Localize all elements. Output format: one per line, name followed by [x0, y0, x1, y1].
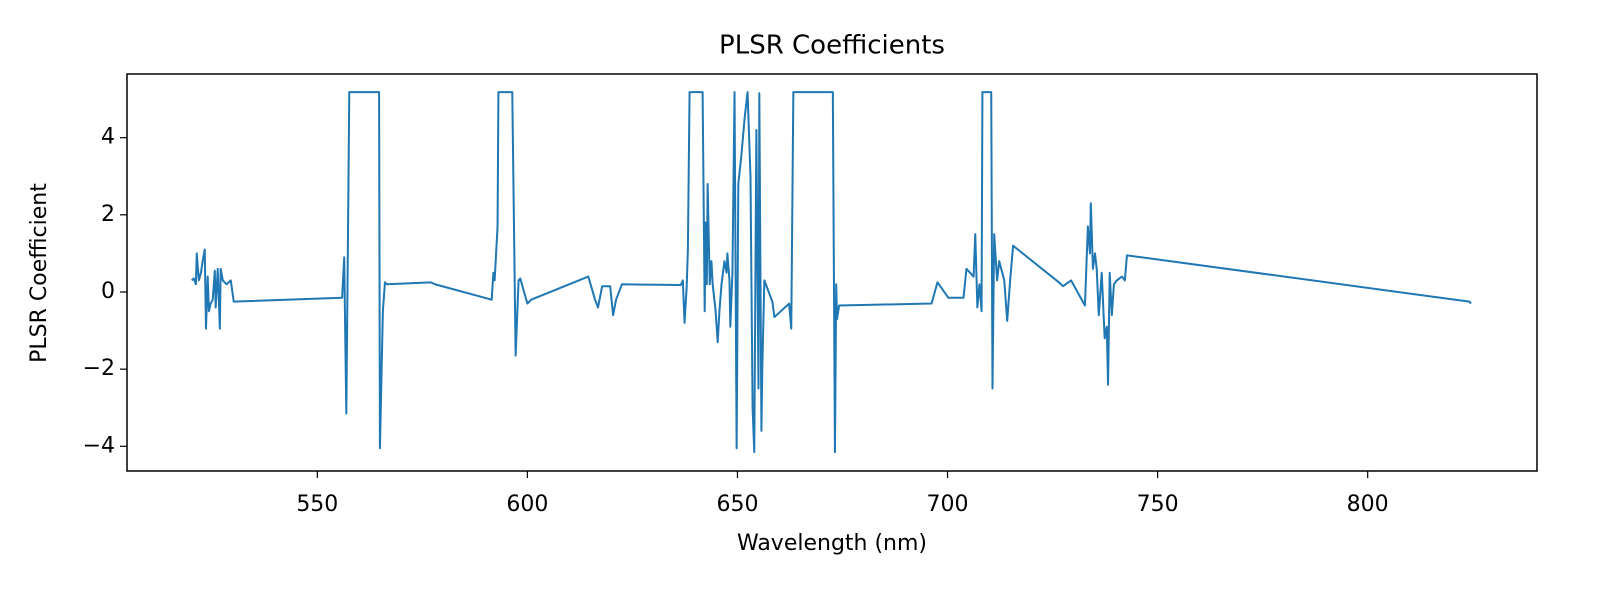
plot-frame: [126, 73, 1538, 472]
x-tick-label: 600: [506, 492, 548, 517]
x-axis-label: Wavelength (nm): [737, 531, 927, 556]
x-tick-label: 800: [1347, 492, 1389, 517]
y-tick-label: 2: [101, 202, 115, 227]
x-tick-label: 650: [716, 492, 758, 517]
x-tick-label: 700: [927, 492, 969, 517]
data-line: [191, 91, 1472, 454]
y-axis-label: PLSR Coefficient: [27, 183, 52, 363]
y-tick-label: −2: [83, 356, 115, 381]
x-tick-label: 750: [1137, 492, 1179, 517]
chart-title: PLSR Coefficients: [719, 31, 945, 61]
y-tick-label: 4: [101, 125, 115, 150]
x-tick-label: 550: [296, 492, 338, 517]
y-tick-label: 0: [101, 279, 115, 304]
y-tick-label: −4: [83, 433, 115, 458]
